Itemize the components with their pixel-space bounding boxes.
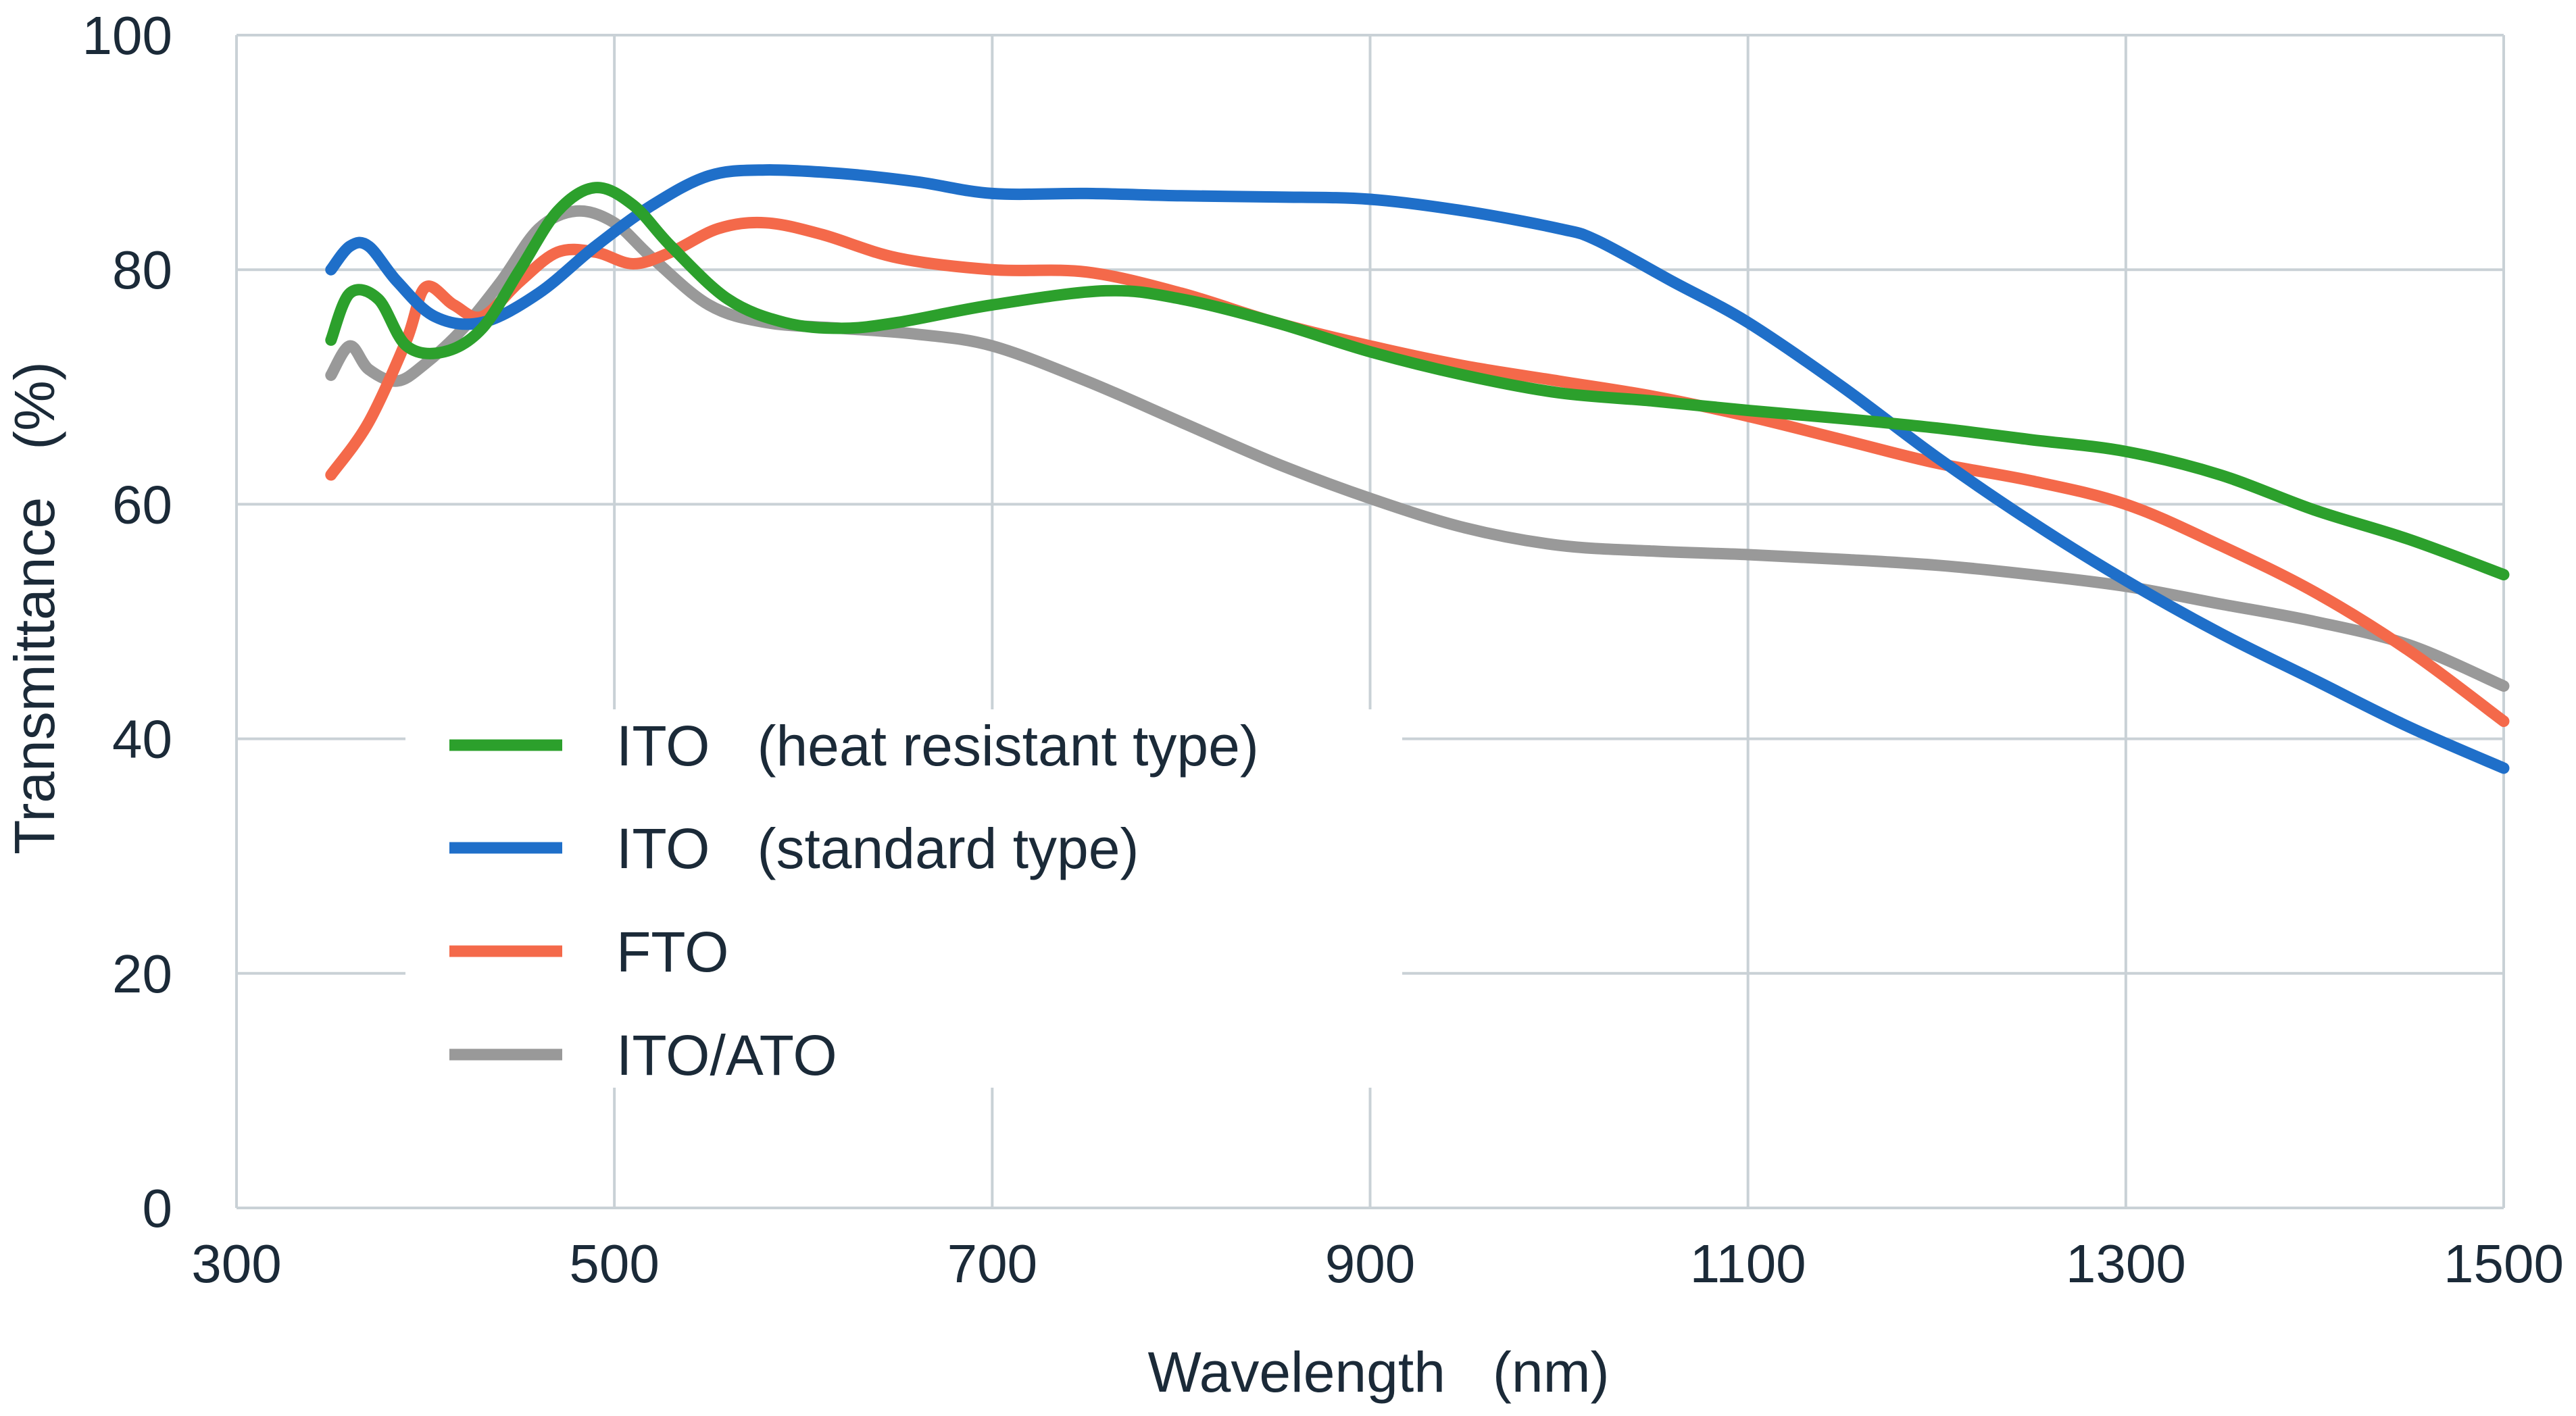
legend: ITO (heat resistant type) ITO (standard … xyxy=(405,709,1402,1088)
y-tick-label: 0 xyxy=(143,1178,173,1238)
y-tick-label: 60 xyxy=(112,474,172,534)
y-tick-label: 80 xyxy=(112,240,172,300)
legend-label-ito-ato: ITO/ATO xyxy=(616,1023,837,1087)
legend-label-fto: FTO xyxy=(616,920,728,984)
x-tick-label: 1500 xyxy=(2444,1234,2564,1294)
plot-series xyxy=(325,164,2510,774)
y-tick-label: 40 xyxy=(112,709,172,769)
legend-background xyxy=(405,709,1402,1088)
x-tick-label: 900 xyxy=(1325,1234,1415,1294)
x-tick-label: 700 xyxy=(947,1234,1037,1294)
x-tick-label: 1300 xyxy=(2066,1234,2186,1294)
y-axis-title: Transmittance (%) xyxy=(3,361,66,855)
series-ito-ato xyxy=(325,205,2510,692)
y-tick-label: 20 xyxy=(112,944,172,1004)
legend-label-ito-heat-resistant: ITO (heat resistant type) xyxy=(616,714,1259,778)
y-tick-label: 100 xyxy=(82,5,172,66)
series-ito-standard xyxy=(325,164,2510,774)
legend-label-ito-standard: ITO (standard type) xyxy=(616,817,1139,880)
x-tick-label: 300 xyxy=(191,1234,281,1294)
x-tick-label: 500 xyxy=(569,1234,659,1294)
x-tick-label: 1100 xyxy=(1690,1234,1806,1294)
series-fto xyxy=(325,216,2510,728)
x-axis-title: Wavelength (nm) xyxy=(1147,1340,1609,1404)
series-ito-heat-resistant xyxy=(325,182,2510,581)
tick-labels: 300 500 700 900 1100 1300 1500 0 20 40 60 80 100 xyxy=(82,5,2564,1294)
